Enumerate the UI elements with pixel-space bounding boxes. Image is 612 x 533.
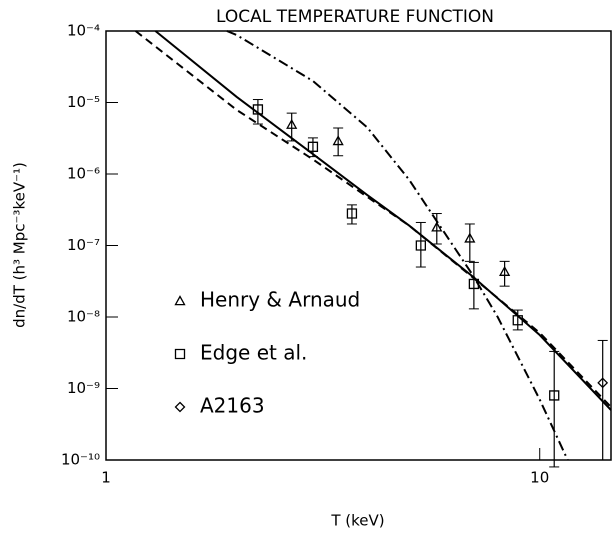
- data-point: [307, 141, 319, 152]
- data-point: [332, 135, 344, 146]
- legend-marker: [174, 295, 186, 306]
- data-point: [464, 232, 476, 243]
- legend-marker: [174, 348, 186, 360]
- legend-marker: [174, 401, 186, 413]
- legend-label: Edge et al.: [200, 341, 307, 365]
- y-tick-label: 10⁻⁸: [67, 308, 100, 326]
- y-tick-label: 10⁻⁴: [67, 22, 100, 40]
- y-tick-label: 10⁻⁷: [67, 236, 100, 254]
- y-tick-label: 10⁻⁵: [67, 93, 100, 111]
- data-point: [415, 240, 426, 251]
- legend-label: A2163: [200, 394, 265, 418]
- plot-frame: [105, 30, 612, 461]
- legend-label: Henry & Arnaud: [200, 288, 360, 312]
- y-tick-label: 10⁻¹⁰: [61, 451, 100, 469]
- x-tick-label: 10: [530, 469, 549, 487]
- y-tick-label: 10⁻⁹: [67, 379, 100, 397]
- y-tick-label: 10⁻⁶: [67, 165, 100, 183]
- data-point: [512, 315, 523, 326]
- data-point: [597, 377, 609, 389]
- data-point: [346, 208, 358, 219]
- model-curve: [154, 30, 612, 411]
- data-point: [499, 265, 511, 276]
- x-axis-label: T (keV): [330, 512, 384, 530]
- data-point: [286, 118, 298, 129]
- chart-title: LOCAL TEMPERATURE FUNCTION: [216, 7, 494, 27]
- model-curve: [134, 30, 612, 408]
- model-curve: [226, 30, 569, 461]
- y-axis-label: dn/dT (h³ Mpc⁻³keV⁻¹): [11, 162, 29, 328]
- data-point: [252, 104, 264, 115]
- data-point: [431, 221, 443, 232]
- data-point: [549, 390, 560, 401]
- x-tick-label: 1: [101, 469, 111, 487]
